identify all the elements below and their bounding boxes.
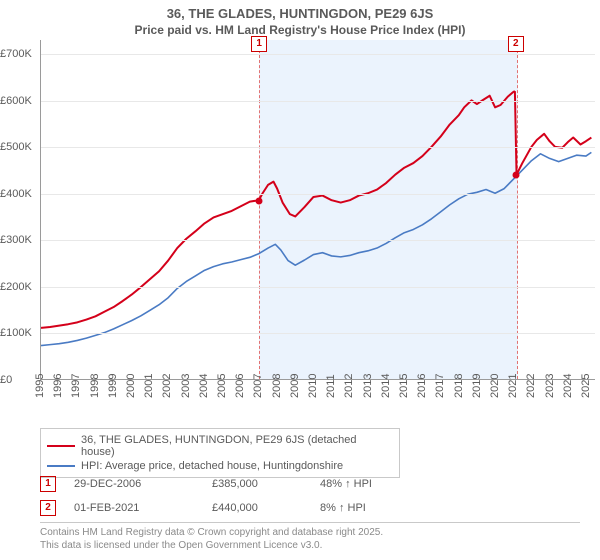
attribution-footer: Contains HM Land Registry data © Crown c… [40,522,580,552]
legend-item: HPI: Average price, detached house, Hunt… [47,459,393,473]
x-tick-label: 2017 [434,374,446,398]
x-tick-label: 1997 [70,374,82,398]
sale-price: £440,000 [212,502,302,514]
y-tick-label: £400K [0,188,40,200]
price-drop-segment [515,91,517,175]
y-tick-label: £500K [0,141,40,153]
x-tick-label: 2023 [544,374,556,398]
legend-item: 36, THE GLADES, HUNTINGDON, PE29 6JS (de… [47,433,393,459]
y-tick-label: £100K [0,327,40,339]
gridline [41,54,595,55]
legend: 36, THE GLADES, HUNTINGDON, PE29 6JS (de… [40,428,400,478]
x-tick-label: 1995 [34,374,46,398]
gridline [41,240,595,241]
gridline [41,287,595,288]
x-tick-label: 2020 [489,374,501,398]
x-tick-label: 2019 [471,374,483,398]
sale-marker: 2 [508,36,524,52]
x-tick-label: 2024 [562,374,574,398]
x-tick-label: 2016 [416,374,428,398]
sale-dot [512,172,519,179]
x-tick-label: 2018 [453,374,465,398]
legend-swatch [47,445,75,447]
x-tick-label: 2000 [125,374,137,398]
x-tick-label: 2005 [216,374,228,398]
sale-marker-ref: 1 [40,476,56,492]
title-sub: Price paid vs. HM Land Registry's House … [0,23,600,37]
y-tick-label: £200K [0,281,40,293]
x-tick-label: 2012 [343,374,355,398]
legend-label: HPI: Average price, detached house, Hunt… [81,460,343,472]
x-tick-label: 2010 [307,374,319,398]
sale-date: 29-DEC-2006 [74,478,194,490]
x-tick-label: 2001 [143,374,155,398]
x-tick-label: 2003 [180,374,192,398]
legend-label: 36, THE GLADES, HUNTINGDON, PE29 6JS (de… [81,434,393,458]
sale-row: 2 01-FEB-2021 £440,000 8% ↑ HPI [40,496,580,520]
sale-row: 1 29-DEC-2006 £385,000 48% ↑ HPI [40,472,580,496]
footer-line-2: This data is licensed under the Open Gov… [40,540,580,553]
plot-region: 12 [40,40,595,380]
x-tick-label: 2021 [507,374,519,398]
series-line [41,152,591,345]
x-tick-label: 2007 [252,374,264,398]
legend-swatch [47,465,75,467]
series-line [41,91,591,328]
x-tick-label: 2022 [525,374,537,398]
sale-date: 01-FEB-2021 [74,502,194,514]
y-tick-label: £700K [0,48,40,60]
gridline [41,194,595,195]
sale-pct-vs-hpi: 8% ↑ HPI [320,502,420,514]
sale-marker-ref: 2 [40,500,56,516]
x-tick-label: 2013 [362,374,374,398]
x-axis: 1995199619971998199920002001200220032004… [40,380,595,420]
gridline [41,333,595,334]
x-tick-label: 2011 [325,374,337,398]
x-tick-label: 1996 [52,374,64,398]
x-tick-label: 2004 [198,374,210,398]
sale-pct-vs-hpi: 48% ↑ HPI [320,478,420,490]
sale-marker: 1 [251,36,267,52]
x-tick-label: 1998 [89,374,101,398]
gridline [41,147,595,148]
y-tick-label: £600K [0,95,40,107]
x-tick-label: 1999 [107,374,119,398]
sales-table: 1 29-DEC-2006 £385,000 48% ↑ HPI 2 01-FEB-202… [40,472,580,520]
x-tick-label: 2015 [398,374,410,398]
title-block: 36, THE GLADES, HUNTINGDON, PE29 6JS Pri… [0,0,600,37]
x-tick-label: 2008 [271,374,283,398]
y-tick-label: £300K [0,234,40,246]
gridline [41,101,595,102]
footer-line-1: Contains HM Land Registry data © Crown c… [40,527,580,540]
sale-dot [256,197,263,204]
x-tick-label: 2014 [380,374,392,398]
x-tick-label: 2009 [289,374,301,398]
x-tick-label: 2002 [161,374,173,398]
chart-container: 36, THE GLADES, HUNTINGDON, PE29 6JS Pri… [0,0,600,560]
line-svg [41,40,595,379]
sale-price: £385,000 [212,478,302,490]
chart-area: £0£100K£200K£300K£400K£500K£600K£700K 12… [0,40,600,420]
x-tick-label: 2006 [234,374,246,398]
x-tick-label: 2025 [580,374,592,398]
y-axis: £0£100K£200K£300K£400K£500K£600K£700K [0,40,40,380]
title-main: 36, THE GLADES, HUNTINGDON, PE29 6JS [0,6,600,21]
